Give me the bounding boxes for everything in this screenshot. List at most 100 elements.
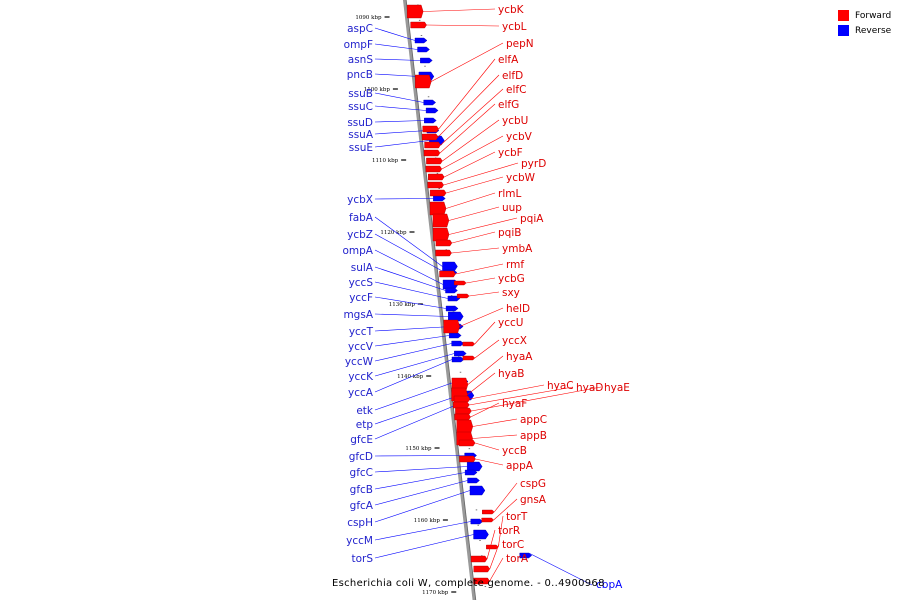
gene-feature[interactable] (422, 125, 439, 133)
gene-label[interactable]: pqiA (520, 213, 544, 225)
gene-label[interactable]: pncB (347, 69, 373, 81)
gene-feature[interactable] (451, 356, 465, 363)
gene-rmf[interactable]: rmf (439, 259, 525, 278)
gene-ycbw[interactable]: ycbW (429, 172, 536, 197)
gene-label[interactable]: gfcA (350, 500, 374, 512)
gene-label[interactable]: hyaB (498, 368, 525, 380)
gene-held[interactable]: helD (443, 303, 530, 334)
gene-feature[interactable] (467, 477, 480, 484)
gene-label[interactable]: cspG (520, 478, 546, 490)
gene-ycbk[interactable]: ycbK (406, 4, 525, 19)
gene-label[interactable]: appC (520, 414, 547, 426)
gene-feature[interactable] (458, 439, 476, 447)
gene-feature[interactable] (414, 37, 428, 44)
gene-feature[interactable] (459, 455, 476, 463)
gene-label[interactable]: aspC (347, 23, 373, 35)
gene-ycck[interactable]: yccK (348, 350, 467, 383)
gene-label[interactable]: ssuA (348, 129, 374, 141)
gene-rlml[interactable]: rlmL (429, 188, 521, 216)
gene-feature[interactable] (462, 341, 476, 347)
gene-label[interactable]: elfD (502, 70, 523, 82)
gene-label[interactable]: ycbZ (347, 229, 373, 241)
gene-feature[interactable] (454, 413, 471, 421)
gene-label[interactable]: gnsA (520, 494, 547, 506)
gene-aspc[interactable]: aspC (347, 23, 428, 44)
gene-label[interactable]: yccA (348, 387, 374, 399)
gene-feature[interactable] (423, 149, 441, 157)
gene-label[interactable]: etp (356, 419, 374, 431)
gene-label[interactable]: hyaF (502, 398, 527, 410)
gene-label[interactable]: ycbW (506, 172, 536, 184)
gene-label[interactable]: ompF (344, 39, 373, 51)
gene-hyaf[interactable]: hyaF (454, 398, 528, 421)
gene-label[interactable]: hyaC (547, 380, 574, 392)
gene-elfg[interactable]: elfG (423, 99, 519, 157)
gene-label[interactable]: ycbX (347, 194, 373, 206)
gene-feature[interactable] (473, 577, 490, 585)
gene-gnsa[interactable]: gnsA (481, 494, 547, 523)
gene-cbpa[interactable]: cbpA (519, 552, 623, 591)
gene-label[interactable]: hyaD (576, 382, 603, 394)
gene-label[interactable]: rlmL (498, 188, 521, 200)
gene-tors[interactable]: torS (351, 529, 489, 565)
gene-feature[interactable] (406, 4, 424, 19)
gene-ycca[interactable]: yccA (348, 356, 465, 399)
gene-tort[interactable]: torT (486, 511, 528, 550)
gene-feature[interactable] (433, 195, 446, 202)
gene-asns[interactable]: asnS (348, 54, 433, 66)
gene-label[interactable]: pqiB (498, 227, 521, 239)
gene-feature[interactable] (427, 181, 444, 189)
gene-label[interactable]: cbpA (596, 579, 623, 591)
gene-label[interactable]: helD (506, 303, 530, 315)
gene-feature[interactable] (470, 555, 488, 563)
gene-yccf[interactable]: yccF (349, 292, 459, 312)
gene-feature[interactable] (473, 565, 490, 573)
gene-elfd[interactable]: elfD (421, 70, 523, 141)
gene-label[interactable]: yccX (502, 335, 527, 347)
gene-label[interactable]: elfG (498, 99, 519, 111)
gene-appc[interactable]: appC (456, 414, 547, 434)
gene-label[interactable]: elfC (506, 84, 526, 96)
gene-feature[interactable] (429, 201, 447, 216)
gene-feature[interactable] (435, 239, 453, 247)
gene-yccu[interactable]: yccU (462, 317, 524, 347)
gene-feature[interactable] (445, 305, 459, 312)
gene-ompf[interactable]: ompF (344, 39, 430, 53)
gene-pqib[interactable]: pqiB (435, 227, 522, 247)
gene-label[interactable]: torR (498, 525, 520, 537)
gene-ycbu[interactable]: ycbU (426, 115, 528, 165)
gene-label[interactable]: sxy (502, 287, 520, 299)
gene-yccs[interactable]: yccS (349, 277, 461, 302)
gene-label[interactable]: yccF (349, 292, 373, 304)
gene-yccw[interactable]: yccW (345, 340, 464, 368)
gene-label[interactable]: ycbK (498, 4, 525, 16)
gene-feature[interactable] (447, 295, 461, 302)
gene-feature[interactable] (425, 165, 443, 173)
gene-label[interactable]: yccW (345, 356, 374, 368)
gene-feature[interactable] (423, 99, 436, 106)
gene-appa[interactable]: appA (459, 455, 534, 472)
gene-faba[interactable]: fabA (349, 212, 458, 272)
gene-pyrd[interactable]: pyrD (427, 158, 547, 189)
gene-label[interactable]: gfcD (349, 451, 373, 463)
gene-tora[interactable]: torA (473, 553, 529, 585)
gene-label[interactable]: ycbU (502, 115, 528, 127)
gene-label[interactable]: ssuE (349, 142, 373, 154)
gene-yccm[interactable]: yccM (346, 518, 484, 547)
gene-feature[interactable] (417, 46, 430, 53)
gene-label[interactable]: ssuC (348, 101, 373, 113)
gene-elfa[interactable]: elfA (422, 54, 519, 133)
gene-label[interactable]: mgsA (343, 309, 373, 321)
gene-label[interactable]: hyaE (604, 382, 630, 394)
gene-feature[interactable] (464, 469, 478, 476)
gene-ycbv[interactable]: ycbV (425, 131, 533, 173)
gene-ssuc[interactable]: ssuC (348, 101, 439, 114)
gene-label[interactable]: sulA (351, 262, 374, 274)
gene-feature[interactable] (432, 227, 450, 242)
gene-feature[interactable] (439, 270, 456, 278)
gene-label[interactable]: ssuB (348, 88, 373, 100)
gene-label[interactable]: etk (356, 405, 374, 417)
gene-elfc[interactable]: elfC (424, 84, 527, 149)
gene-pepn[interactable]: pepN (415, 38, 534, 89)
